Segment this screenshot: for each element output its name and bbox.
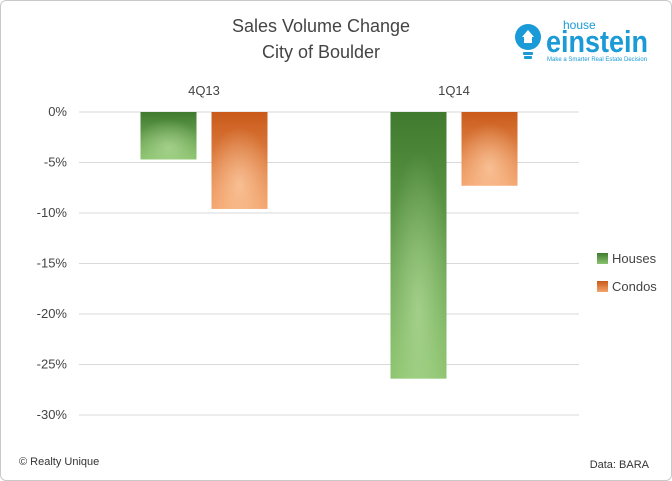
legend-swatch-condos bbox=[597, 281, 608, 292]
category-label: 1Q14 bbox=[438, 83, 470, 98]
logo-einstein-text: einstein bbox=[546, 24, 648, 59]
y-tick-label: 0% bbox=[48, 104, 67, 119]
category-label: 4Q13 bbox=[188, 83, 220, 98]
y-tick-label: -15% bbox=[37, 256, 68, 271]
y-tick-label: -20% bbox=[37, 306, 68, 321]
bar-condos-highlight bbox=[461, 112, 518, 186]
category-labels: 4Q13 1Q14 bbox=[188, 83, 470, 98]
copyright-note: © Realty Unique bbox=[19, 456, 99, 468]
legend-label-houses: Houses bbox=[612, 251, 657, 266]
house-einstein-logo: house einstein Make a Smarter Real Estat… bbox=[515, 18, 648, 63]
data-source-note: Data: BARA bbox=[590, 459, 650, 471]
legend-swatch-houses bbox=[597, 253, 608, 264]
legend-label-condos: Condos bbox=[612, 279, 657, 294]
y-tick-label: -5% bbox=[44, 155, 68, 170]
y-tick-label: -25% bbox=[37, 357, 68, 372]
logo-tagline: Make a Smarter Real Estate Decision bbox=[547, 56, 647, 63]
y-tick-label: -10% bbox=[37, 205, 68, 220]
chart-subtitle: City of Boulder bbox=[262, 42, 380, 62]
bar-houses-highlight bbox=[390, 112, 447, 379]
bar-condos-highlight bbox=[211, 112, 268, 209]
chart-title: Sales Volume Change bbox=[232, 16, 410, 36]
y-axis-ticks: 0% -5% -10% -15% -20% -25% -30% bbox=[37, 104, 68, 422]
y-tick-label: -30% bbox=[37, 407, 68, 422]
bars bbox=[140, 112, 518, 379]
logo-house-text: house bbox=[563, 18, 596, 32]
lightbulb-icon bbox=[515, 24, 541, 59]
legend: Houses Condos bbox=[597, 251, 657, 294]
bar-houses-highlight bbox=[140, 112, 197, 160]
